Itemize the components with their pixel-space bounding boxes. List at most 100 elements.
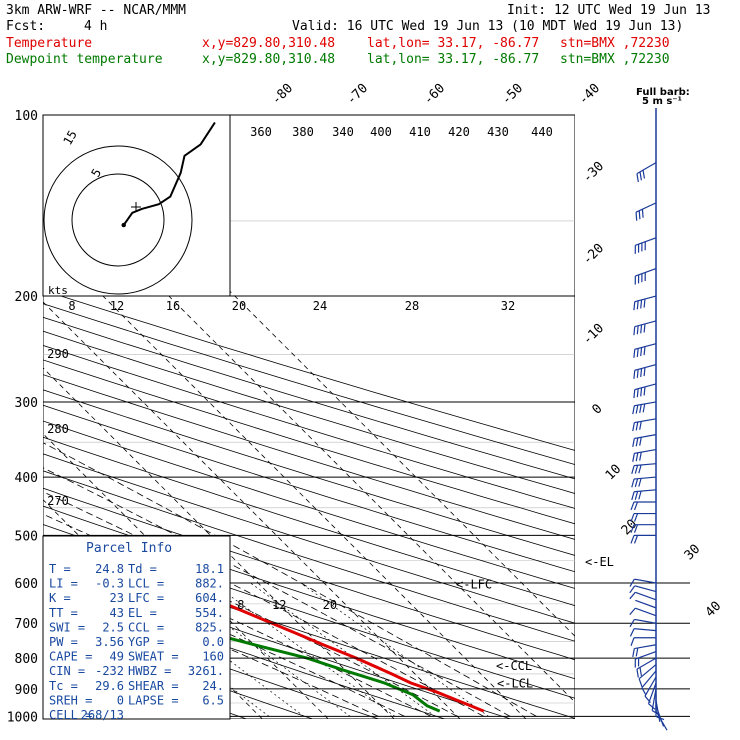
parcel-info-cell: HWBZ = <box>128 664 171 678</box>
valid-time: Valid: 16 UTC Wed 19 Jun 13 (10 MDT Wed … <box>292 19 683 34</box>
theta-label: 360 <box>250 125 272 139</box>
wind-barb <box>633 383 657 399</box>
parcel-info-cell: Td = <box>128 562 157 576</box>
parcel-info-title: Parcel Info <box>86 541 172 556</box>
wind-barb <box>629 585 657 594</box>
mixing-ratio-line <box>300 582 489 717</box>
moist-adiabat-line <box>43 513 458 717</box>
level-mark-label: <-LFC <box>456 578 492 592</box>
dry-adiabat-line <box>43 602 379 719</box>
hodo-speed-label: 8 <box>68 299 75 313</box>
level-mark-label: <-CCL <box>496 659 532 673</box>
parcel-info-cell: CELL = <box>49 708 92 722</box>
wind-barb <box>633 320 657 336</box>
parcel-info-cell: CAPE = <box>49 650 92 664</box>
wind-barb <box>629 591 657 601</box>
parcel-info-cell: CCL = <box>128 620 164 634</box>
isotherm-line <box>43 235 527 719</box>
pressure-tick-label: 700 <box>15 617 38 632</box>
hodo-speed-label: 20 <box>232 299 246 313</box>
barb-legend-value: 5 m s⁻¹ <box>642 96 682 107</box>
wind-barb <box>647 682 657 710</box>
model-title: 3km ARW-WRF -- NCAR/MMM <box>6 3 186 18</box>
wind-barb <box>630 512 656 522</box>
parcel-info-cell: EL = <box>128 606 157 620</box>
hodograph-axis-label: kts <box>48 284 68 297</box>
parcel-info-cell: T = <box>49 562 71 576</box>
temperature-legend-name: Temperature <box>6 36 92 51</box>
wind-barb <box>630 637 656 646</box>
pressure-tick-label: 600 <box>15 577 38 592</box>
theta-label: 430 <box>487 125 509 139</box>
pressure-tick-label: 100 <box>15 109 38 124</box>
parcel-info-cell: 24. <box>202 679 224 693</box>
theta-label: 410 <box>409 125 431 139</box>
hodograph: kts 515 <box>42 114 231 297</box>
wind-barb-column <box>629 108 668 731</box>
dry-adiabat-line <box>43 436 575 607</box>
wind-barb <box>631 489 657 501</box>
dewpoint-legend-latlon: lat,lon= 33.17, -86.77 <box>367 52 539 67</box>
wind-barb <box>632 418 657 432</box>
parcel-info-cell: 825. <box>195 620 224 634</box>
wind-barb <box>629 628 657 637</box>
wind-barb <box>635 599 657 609</box>
parcel-info-cell: K = <box>49 591 71 605</box>
hodo-speed-label: 32 <box>501 299 515 313</box>
parcel-info-cell: 18.1 <box>195 562 224 576</box>
dry-adiabat-line <box>43 562 511 719</box>
pressure-tick-label: 900 <box>15 683 38 698</box>
wind-barb <box>632 644 657 658</box>
dry-adiabat-line <box>43 470 575 642</box>
wind-barb <box>633 343 657 358</box>
hodo-speed-label: 24 <box>313 299 327 313</box>
level-mark-label: <-LCL <box>497 677 533 691</box>
isotherm-line <box>43 367 395 719</box>
parcel-info-cell: LCL = <box>128 577 164 591</box>
wind-barb <box>633 295 657 311</box>
parcel-info-cell: 23 <box>110 591 124 605</box>
dry-adiabat-line <box>43 404 575 573</box>
parcel-info-cell: 0.0 <box>202 635 224 649</box>
wind-barb <box>632 401 657 415</box>
adiabat-side-label: 280 <box>47 422 69 436</box>
parcel-info-cell: 29.6 <box>95 679 124 693</box>
parcel-info-cell: -232 <box>95 664 124 678</box>
dry-adiabat-line <box>43 420 575 589</box>
parcel-info-cell: 268/13 <box>81 708 124 722</box>
wind-barb <box>630 534 656 544</box>
wind-barb <box>641 670 657 696</box>
parcel-info-cell: 24.8 <box>95 562 124 576</box>
mixing-ratio-label: 12 <box>272 598 286 612</box>
parcel-info-cell: 3261. <box>188 664 224 678</box>
barb-legend-title: Full barb: <box>636 87 690 98</box>
header: 3km ARW-WRF -- NCAR/MMM Init: 12 UTC Wed… <box>6 3 711 67</box>
theta-label: 420 <box>448 125 470 139</box>
fcst-value: 4 h <box>84 19 107 34</box>
wind-barb <box>634 267 657 285</box>
parcel-info-cell: LFC = <box>128 591 164 605</box>
wind-barb <box>632 434 657 447</box>
parcel-info-cell: 882. <box>195 577 224 591</box>
parcel-info-cell: PW = <box>49 635 78 649</box>
parcel-info-cell: 160 <box>202 650 224 664</box>
parcel-info-cell: 604. <box>195 591 224 605</box>
dewpoint-legend-stn: stn=BMX ,72230 <box>560 52 670 67</box>
parcel-info-cell: 6.5 <box>202 693 224 707</box>
dry-adiabat-line <box>43 330 575 494</box>
parcel-info-box: Parcel Info T = 24.8 Td = 18.1 LI = -0.3 LCL =… <box>42 535 231 722</box>
parcel-info-cell: SWEAT = <box>128 650 179 664</box>
hodo-speed-label: 16 <box>166 299 180 313</box>
wind-barb <box>633 363 657 379</box>
dewpoint-legend-name: Dewpoint temperature <box>6 52 163 67</box>
dry-adiabat-line <box>43 487 575 661</box>
parcel-info-cell: 554. <box>195 606 224 620</box>
level-mark-label: <-EL <box>585 555 614 569</box>
parcel-info-cell: YGP = <box>128 635 164 649</box>
fcst-label: Fcst: <box>6 19 45 34</box>
adiabat-side-label: 290 <box>47 347 69 361</box>
mixing-ratio-label: 20 <box>323 598 337 612</box>
parcel-info-cell: SHEAR = <box>128 679 179 693</box>
mixing-ratio-label: 8 <box>237 598 244 612</box>
